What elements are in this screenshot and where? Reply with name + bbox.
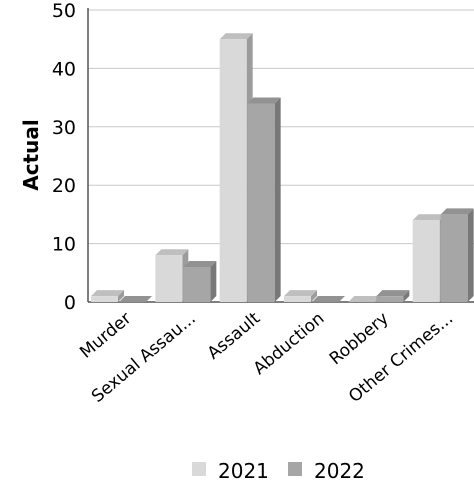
y-tick-label: 20: [52, 175, 76, 197]
bar: [247, 97, 281, 302]
bar: [312, 296, 345, 302]
bar: [348, 296, 382, 302]
y-tick-label: 0: [64, 292, 76, 314]
y-tick-label: 40: [52, 58, 76, 80]
legend-label: 2021: [218, 459, 269, 483]
gridlines: [88, 9, 474, 245]
legend-item: 2021: [192, 459, 269, 483]
legend: 2021 2022: [192, 459, 365, 483]
y-tick-labels: 0 10 20 30 40 50: [52, 0, 76, 314]
bar: [119, 296, 152, 302]
y-axis-label: Actual: [19, 119, 43, 190]
legend-label: 2022: [314, 459, 365, 483]
bar: [376, 290, 410, 302]
x-tick-label: Murder: [76, 309, 135, 363]
x-tick-label: Assault: [204, 308, 265, 363]
legend-item: 2022: [288, 459, 365, 483]
y-tick-label: 10: [52, 234, 76, 256]
bar: [284, 290, 317, 302]
y-tick-label: 50: [52, 0, 76, 22]
y-tick-label: 30: [52, 117, 76, 139]
bar: [91, 290, 124, 302]
bar: [440, 208, 474, 302]
x-tick-label: Abduction: [250, 309, 329, 380]
bars: [91, 33, 474, 302]
bar: [183, 260, 217, 302]
legend-swatch: [288, 462, 302, 476]
legend-swatch: [192, 462, 206, 476]
